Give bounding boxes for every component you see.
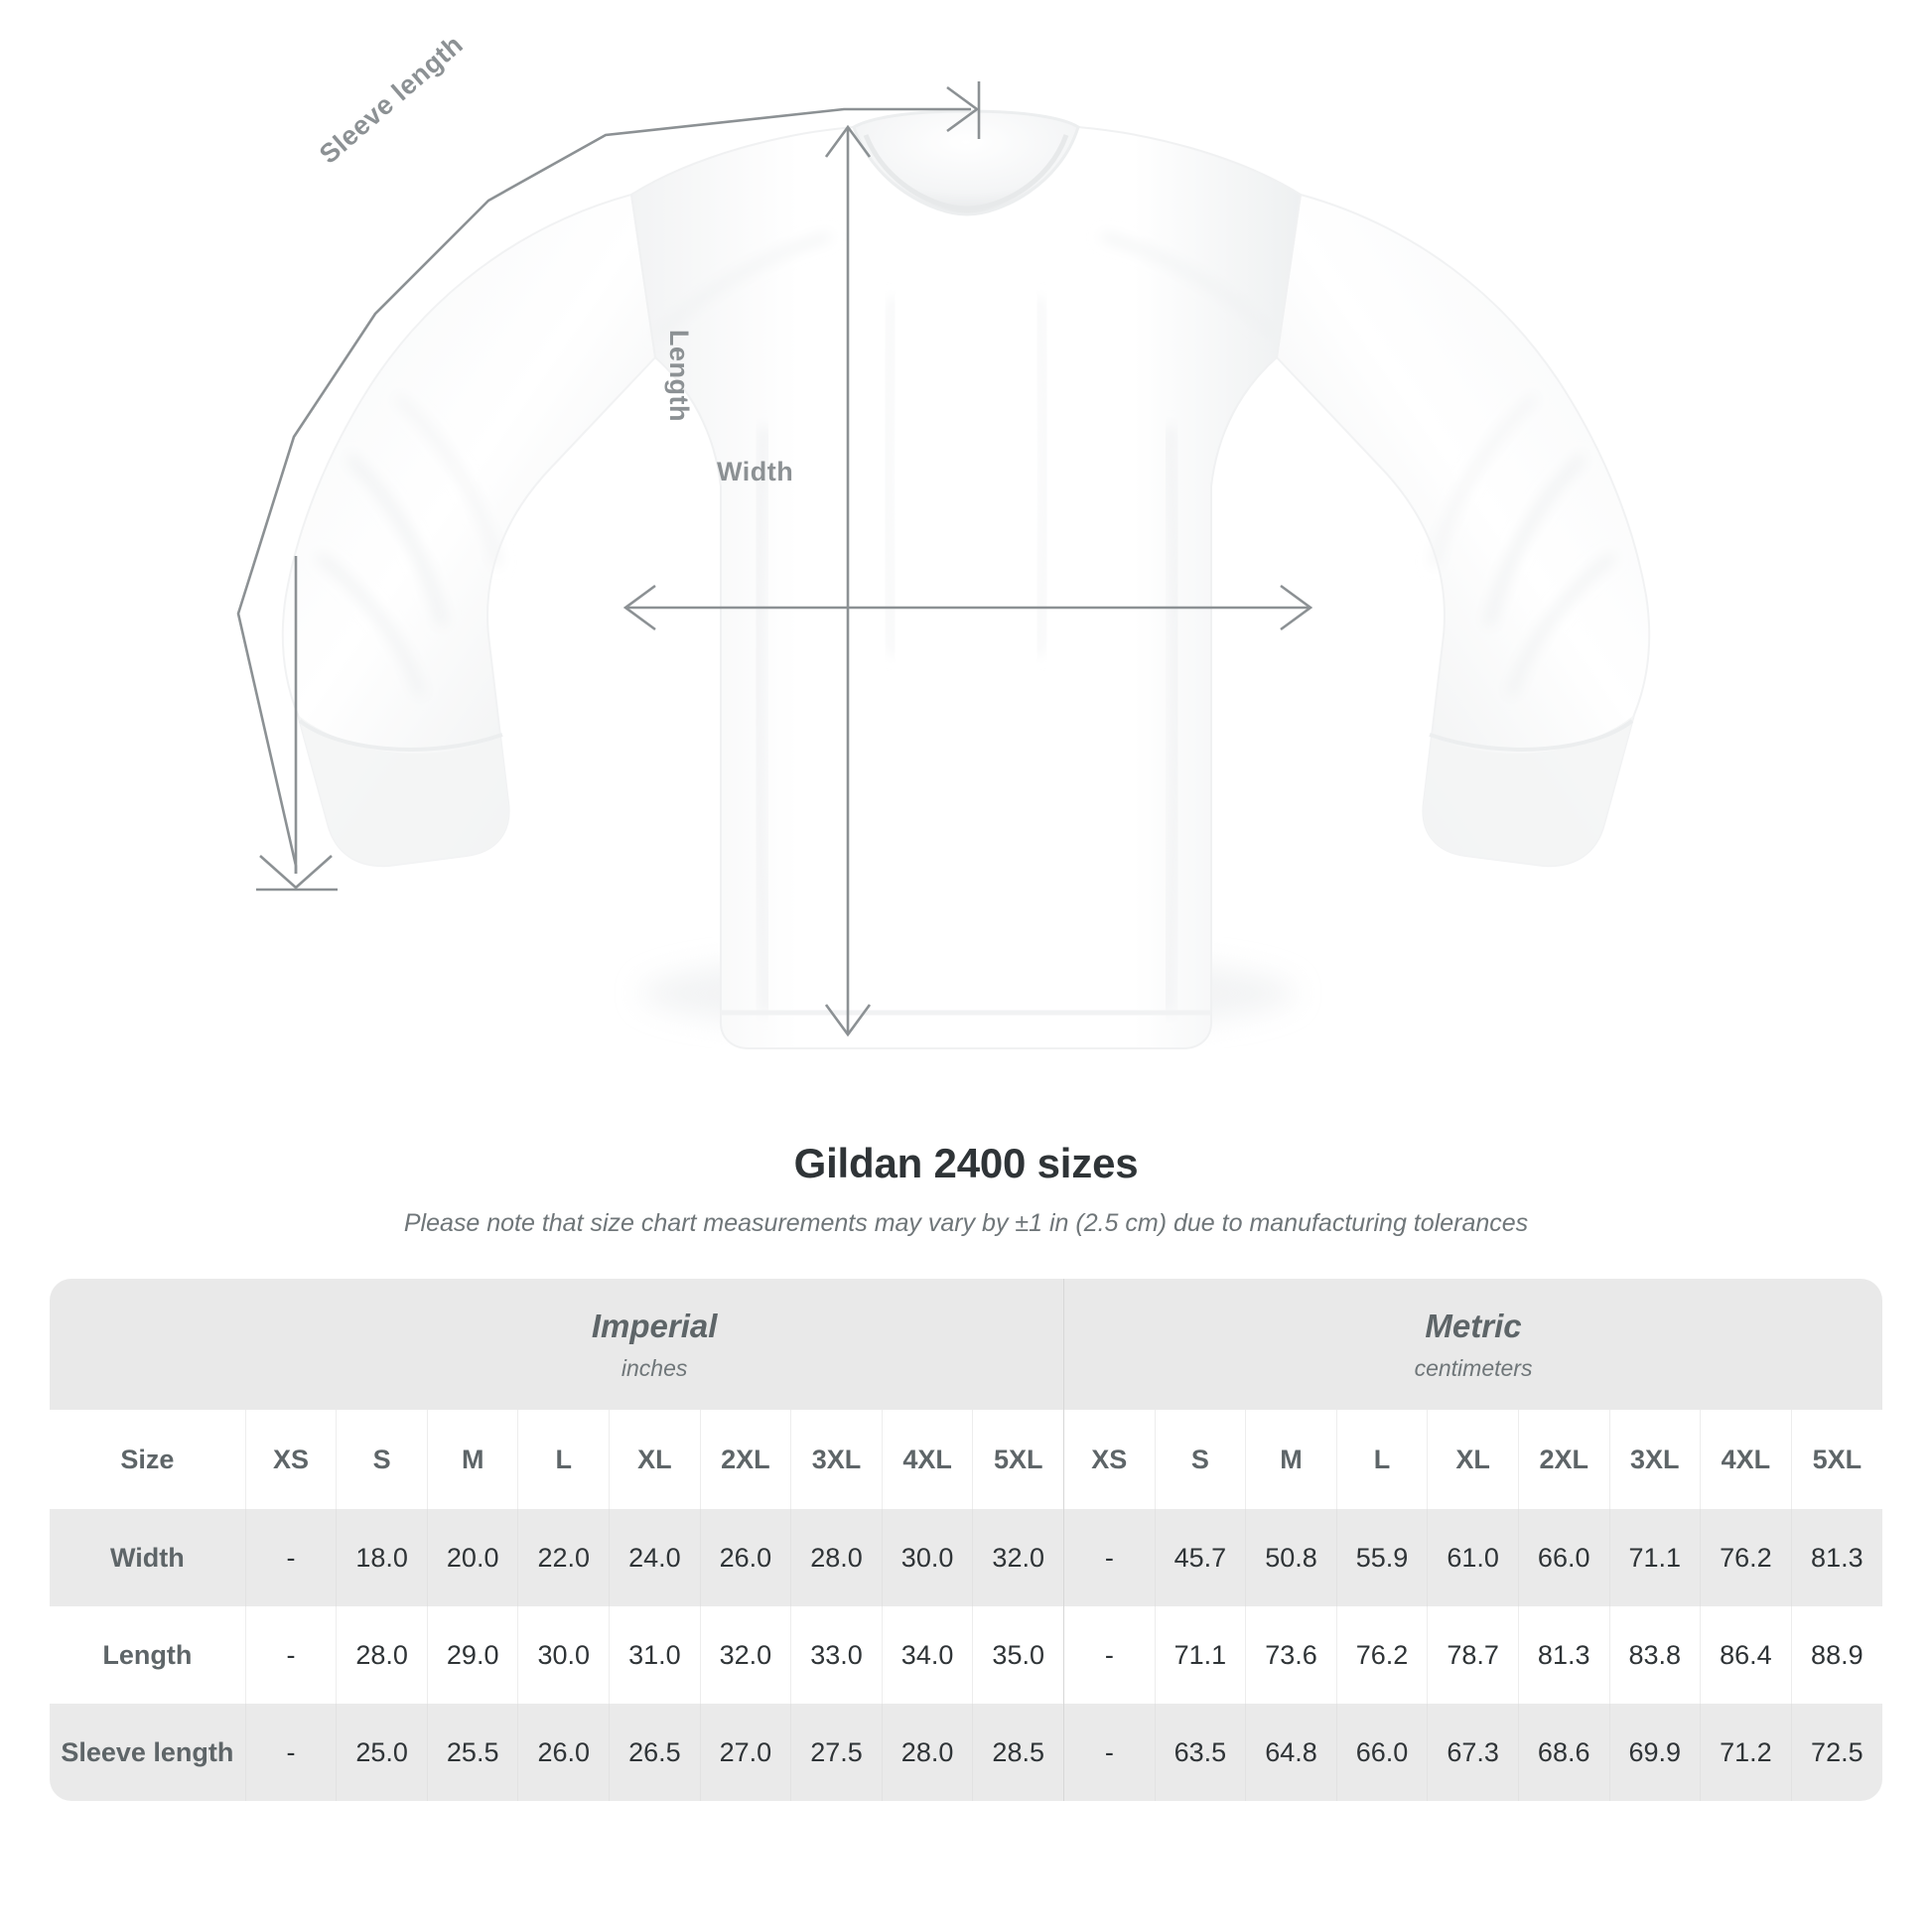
row-label-sleeve-length: Sleeve length	[50, 1704, 246, 1801]
cell-sleeve-length-imperial-2xl: 27.0	[700, 1704, 792, 1801]
unit-banner-row: Imperial inches Metric centimeters	[50, 1279, 1882, 1410]
page-title: Gildan 2400 sizes	[793, 1140, 1139, 1186]
unit-title: Metric	[1425, 1307, 1522, 1344]
cell-width-metric-l: 55.9	[1336, 1509, 1429, 1606]
cell-length-imperial-xs: -	[245, 1606, 338, 1704]
long-sleeve-shirt-graphic	[236, 81, 1651, 1049]
cell-width-metric-xl: 61.0	[1427, 1509, 1519, 1606]
cell-width-metric-4xl: 76.2	[1700, 1509, 1792, 1606]
size-header-5xl-imperial: 5XL	[972, 1410, 1065, 1509]
cell-width-metric-3xl: 71.1	[1609, 1509, 1702, 1606]
cell-width-imperial-xs: -	[245, 1509, 338, 1606]
size-header-l-imperial: L	[517, 1410, 611, 1509]
size-header-s-metric: S	[1155, 1410, 1247, 1509]
cell-length-imperial-s: 28.0	[336, 1606, 428, 1704]
cell-length-metric-l: 76.2	[1336, 1606, 1429, 1704]
row-label-width: Width	[50, 1509, 246, 1606]
cell-width-metric-5xl: 81.3	[1791, 1509, 1882, 1606]
unit-subtitle: inches	[621, 1354, 688, 1381]
cell-length-metric-4xl: 86.4	[1700, 1606, 1792, 1704]
size-header-xs-imperial: XS	[245, 1410, 338, 1509]
cell-width-imperial-m: 20.0	[427, 1509, 519, 1606]
cell-sleeve-length-imperial-5xl: 28.5	[972, 1704, 1065, 1801]
cell-width-imperial-3xl: 28.0	[790, 1509, 883, 1606]
cell-sleeve-length-imperial-3xl: 27.5	[790, 1704, 883, 1801]
title-block: Gildan 2400 sizes Please note that size …	[0, 1140, 1932, 1238]
size-header-xl-metric: XL	[1427, 1410, 1519, 1509]
table-row: Sleeve length -25.0 25.5 26.0 26.5 27.0 27.5 28…	[50, 1704, 1882, 1801]
size-header-l-metric: L	[1336, 1410, 1429, 1509]
cell-length-metric-xl: 78.7	[1427, 1606, 1519, 1704]
size-header-2xl-metric: 2XL	[1518, 1410, 1610, 1509]
cell-sleeve-length-imperial-4xl: 28.0	[882, 1704, 974, 1801]
cell-sleeve-length-metric-xs: -	[1063, 1704, 1156, 1801]
cell-sleeve-length-imperial-l: 26.0	[517, 1704, 611, 1801]
cell-length-imperial-5xl: 35.0	[972, 1606, 1065, 1704]
cell-length-imperial-3xl: 33.0	[790, 1606, 883, 1704]
size-header-4xl-metric: 4XL	[1700, 1410, 1792, 1509]
cell-sleeve-length-metric-s: 63.5	[1155, 1704, 1247, 1801]
cell-sleeve-length-metric-l: 66.0	[1336, 1704, 1429, 1801]
cell-sleeve-length-imperial-xs: -	[245, 1704, 338, 1801]
cell-length-imperial-4xl: 34.0	[882, 1606, 974, 1704]
table-row: Length -28.0 29.0 30.0 31.0 32.0 33.0 34.0 35.0-…	[50, 1606, 1882, 1704]
size-header-s-imperial: S	[336, 1410, 428, 1509]
garment-illustration: Sleeve length Length Width	[236, 30, 1651, 1049]
cell-length-imperial-l: 30.0	[517, 1606, 611, 1704]
page-subtitle: Please note that size chart measurements…	[403, 1209, 1529, 1237]
cell-width-imperial-l: 22.0	[517, 1509, 611, 1606]
width-dimension-label: Width	[717, 457, 794, 486]
cell-length-metric-s: 71.1	[1155, 1606, 1247, 1704]
cell-sleeve-length-metric-m: 64.8	[1245, 1704, 1337, 1801]
cell-width-imperial-s: 18.0	[336, 1509, 428, 1606]
cell-width-metric-s: 45.7	[1155, 1509, 1247, 1606]
cell-width-imperial-5xl: 32.0	[972, 1509, 1065, 1606]
cell-sleeve-length-imperial-m: 25.5	[427, 1704, 519, 1801]
cell-sleeve-length-imperial-xl: 26.5	[609, 1704, 701, 1801]
cell-sleeve-length-metric-4xl: 71.2	[1700, 1704, 1792, 1801]
size-header-xl-imperial: XL	[609, 1410, 701, 1509]
cell-length-imperial-2xl: 32.0	[700, 1606, 792, 1704]
size-header-label: Size	[50, 1410, 246, 1509]
cell-sleeve-length-metric-xl: 67.3	[1427, 1704, 1519, 1801]
size-header-3xl-imperial: 3XL	[790, 1410, 883, 1509]
size-header-3xl-metric: 3XL	[1609, 1410, 1702, 1509]
cell-width-imperial-2xl: 26.0	[700, 1509, 792, 1606]
cell-length-metric-2xl: 81.3	[1518, 1606, 1610, 1704]
size-header-m-imperial: M	[427, 1410, 519, 1509]
size-table: Imperial inches Metric centimeters Size XS S M L…	[50, 1279, 1882, 1801]
size-header-row: Size XS S M L XL 2XL 3XL 4XL 5XL XS S M L XL 2XL 3XL 4XL 5…	[50, 1410, 1882, 1509]
size-header-m-metric: M	[1245, 1410, 1337, 1509]
table-row: Width -18.0 20.0 22.0 24.0 26.0 28.0 30.0 32.0-4…	[50, 1509, 1882, 1606]
unit-banner-imperial: Imperial inches	[245, 1279, 1065, 1410]
cell-sleeve-length-metric-3xl: 69.9	[1609, 1704, 1702, 1801]
dimension-lines	[236, 81, 1313, 1037]
length-dimension-label: Length	[664, 330, 694, 422]
unit-title: Imperial	[591, 1307, 718, 1344]
unit-subtitle: centimeters	[1414, 1354, 1533, 1381]
size-header-5xl-metric: 5XL	[1791, 1410, 1882, 1509]
cell-width-metric-xs: -	[1063, 1509, 1156, 1606]
cell-width-metric-2xl: 66.0	[1518, 1509, 1610, 1606]
cell-width-imperial-4xl: 30.0	[882, 1509, 974, 1606]
cell-length-metric-m: 73.6	[1245, 1606, 1337, 1704]
cell-sleeve-length-metric-5xl: 72.5	[1791, 1704, 1882, 1801]
unit-banner-metric: Metric centimeters	[1063, 1279, 1882, 1410]
size-header-4xl-imperial: 4XL	[882, 1410, 974, 1509]
size-table-container: Imperial inches Metric centimeters Size XS S M L…	[50, 1279, 1882, 1801]
cell-sleeve-length-metric-2xl: 68.6	[1518, 1704, 1610, 1801]
cell-width-imperial-xl: 24.0	[609, 1509, 701, 1606]
cell-length-imperial-m: 29.0	[427, 1606, 519, 1704]
cell-width-metric-m: 50.8	[1245, 1509, 1337, 1606]
cell-length-metric-3xl: 83.8	[1609, 1606, 1702, 1704]
unit-banner-corner	[50, 1279, 246, 1410]
cell-sleeve-length-imperial-s: 25.0	[336, 1704, 428, 1801]
size-header-xs-metric: XS	[1063, 1410, 1156, 1509]
row-label-length: Length	[50, 1606, 246, 1704]
cell-length-imperial-xl: 31.0	[609, 1606, 701, 1704]
cell-length-metric-xs: -	[1063, 1606, 1156, 1704]
size-header-2xl-imperial: 2XL	[700, 1410, 792, 1509]
cell-length-metric-5xl: 88.9	[1791, 1606, 1882, 1704]
